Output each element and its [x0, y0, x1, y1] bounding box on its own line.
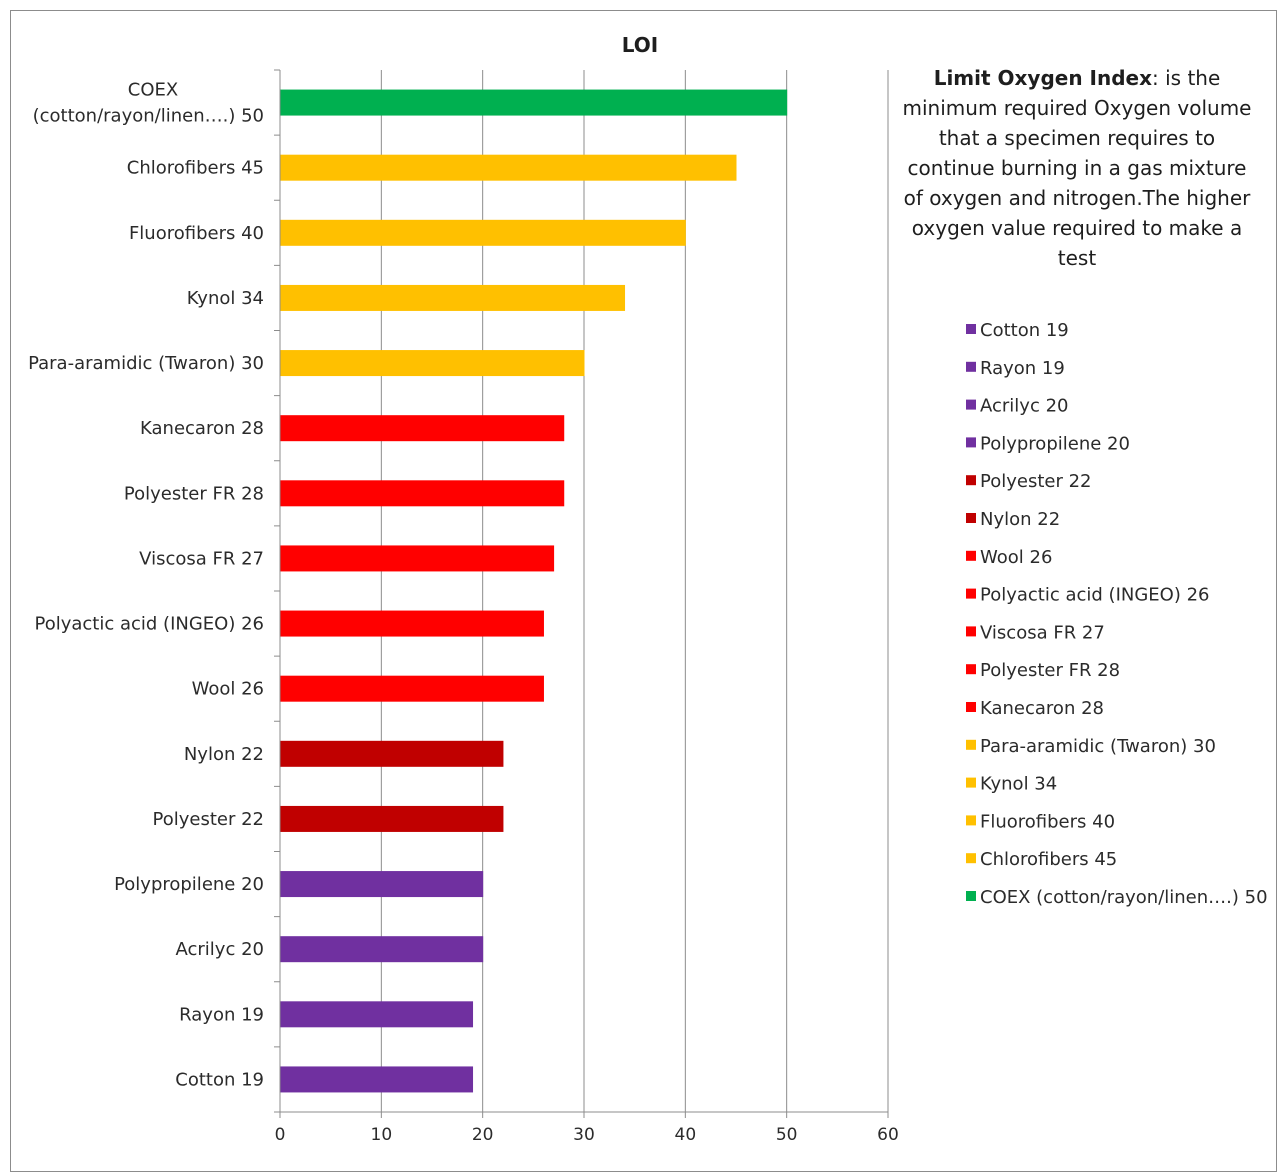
category-label: (cotton/rayon/linen….) 50 [33, 106, 264, 127]
legend-swatch [966, 399, 976, 410]
legend-swatch [966, 588, 976, 599]
legend-entry: COEX (cotton/rayon/linen….) 50 [980, 887, 1268, 908]
x-tick-label: 20 [472, 1125, 494, 1145]
legend-swatch [966, 664, 976, 675]
legend-swatch [966, 626, 976, 637]
bar [280, 89, 788, 116]
category-label: Wool 26 [192, 679, 264, 700]
legend-swatch [966, 437, 976, 448]
category-label: Kanecaron 28 [140, 418, 264, 439]
legend-entry: Viscosa FR 27 [980, 622, 1105, 643]
bar [280, 610, 544, 637]
legend-swatch [966, 739, 976, 750]
category-label: Polyester 22 [153, 809, 265, 830]
category-label: Cotton 19 [175, 1069, 264, 1090]
bar [280, 219, 686, 246]
legend-entry: Nylon 22 [980, 509, 1060, 530]
legend-swatch [966, 853, 976, 864]
x-tick-label: 10 [371, 1125, 393, 1145]
legend-entry: Polyester FR 28 [980, 660, 1120, 681]
category-label: Nylon 22 [184, 744, 264, 765]
x-tick-label: 50 [776, 1125, 798, 1145]
legend-entry: Cotton 19 [980, 320, 1069, 341]
category-label: Chlorofibers 45 [127, 158, 264, 179]
chart-frame [10, 10, 1277, 1172]
legend-entry: Polyactic acid (INGEO) 26 [980, 585, 1210, 606]
legend-entry: Fluorofibers 40 [980, 811, 1115, 832]
legend-swatch [966, 550, 976, 561]
legend-entry: Para-aramidic (Twaron) 30 [980, 736, 1216, 757]
bar [280, 1001, 474, 1028]
legend-entry: Kanecaron 28 [980, 698, 1104, 719]
bar [280, 284, 626, 311]
category-label: Rayon 19 [179, 1004, 264, 1025]
x-tick-label: 0 [275, 1125, 286, 1145]
category-label: Fluorofibers 40 [129, 223, 264, 244]
category-label: Para-aramidic (Twaron) 30 [28, 353, 264, 374]
legend-swatch [966, 513, 976, 523]
legend-entry: Chlorofibers 45 [980, 849, 1117, 870]
legend-entry: Polypropilene 20 [980, 433, 1130, 454]
note-text: : is the minimum required Oxygen volume … [902, 66, 1252, 270]
legend-swatch [966, 361, 976, 372]
bar [280, 675, 544, 702]
bar [280, 805, 504, 832]
category-label: COEX [128, 80, 178, 101]
legend-entry: Rayon 19 [980, 358, 1065, 379]
legend-swatch [966, 324, 976, 334]
legend-swatch [966, 815, 976, 826]
category-label: Polypropilene 20 [114, 874, 264, 895]
legend-swatch [966, 891, 976, 901]
x-tick-label: 60 [877, 1125, 899, 1145]
bar [280, 350, 585, 377]
category-label: Kynol 34 [187, 288, 264, 309]
bar [280, 1066, 474, 1093]
legend-swatch [966, 475, 976, 486]
bar [280, 480, 565, 507]
legend-entry: Polyester 22 [980, 471, 1092, 492]
loi-definition-note: Limit Oxygen Index: is the minimum requi… [896, 63, 1258, 273]
legend-entry: Kynol 34 [980, 774, 1057, 795]
bar [280, 154, 737, 181]
bar [280, 871, 484, 898]
note-bold-term: Limit Oxygen Index [933, 66, 1153, 90]
x-tick-label: 30 [573, 1125, 595, 1145]
bar [280, 415, 565, 442]
category-label: Acrilyc 20 [176, 939, 264, 960]
x-tick-label: 40 [675, 1125, 697, 1145]
legend-entry: Wool 26 [980, 547, 1052, 568]
legend-entry: Acrilyc 20 [980, 396, 1068, 417]
category-label: Viscosa FR 27 [139, 548, 264, 569]
category-label: Polyactic acid (INGEO) 26 [35, 614, 265, 635]
category-label: Polyester FR 28 [124, 483, 264, 504]
legend-swatch [966, 702, 976, 712]
legend-swatch [966, 777, 976, 788]
bar [280, 936, 484, 963]
bar [280, 545, 555, 572]
bar [280, 740, 504, 767]
chart-title: LOI [622, 33, 658, 57]
